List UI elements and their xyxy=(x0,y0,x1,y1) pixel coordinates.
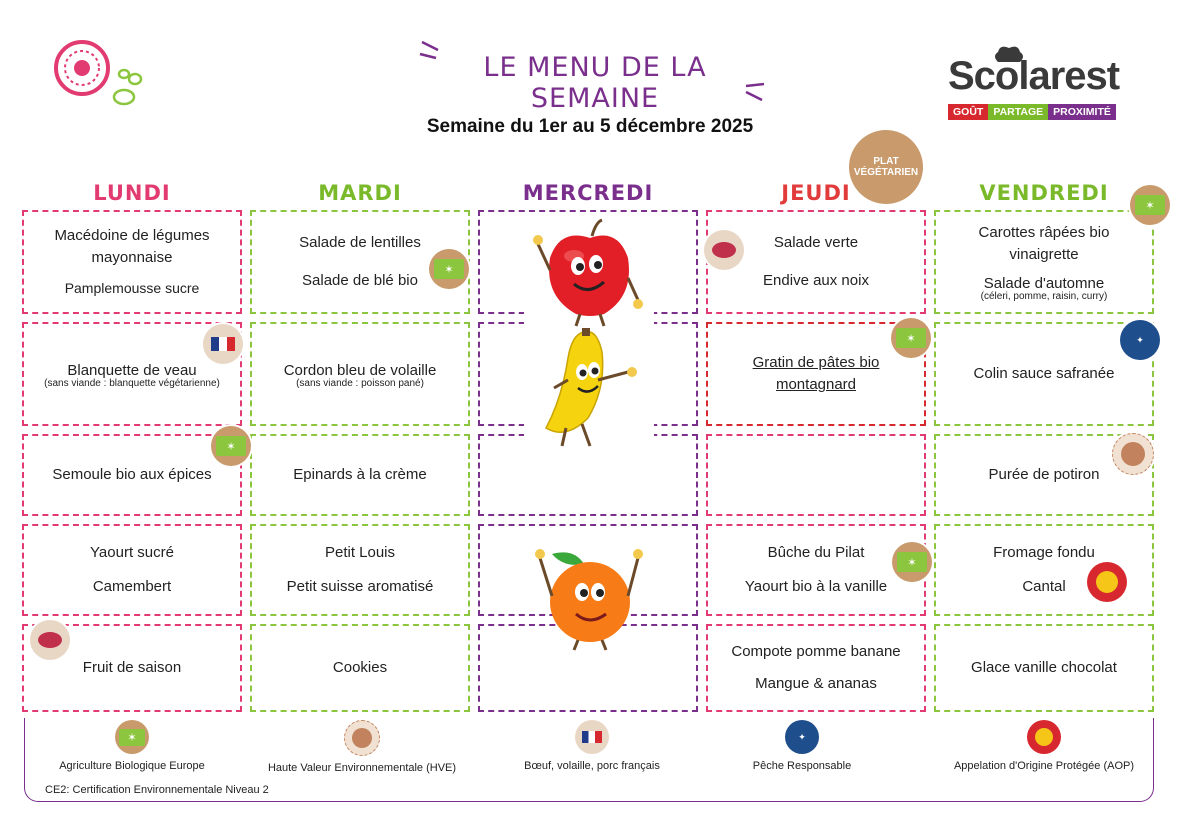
organic-eu-icon: ✶ xyxy=(115,720,149,754)
dish: Endive aux noix xyxy=(763,272,869,289)
menu-cell-mardi-dessert: Cookies xyxy=(250,624,470,712)
legend-item-aop: Appelation d'Origine Protégée (AOP) xyxy=(929,718,1159,772)
tagline-partage: PARTAGE xyxy=(988,104,1049,120)
dish: Camembert xyxy=(92,578,172,595)
organic-eu-icon: ✶ xyxy=(211,426,251,466)
french-origin-icon xyxy=(203,324,243,364)
local-fresh-icon xyxy=(30,620,70,660)
dish: Purée de potiron xyxy=(988,466,1100,483)
local-fresh-icon xyxy=(704,230,744,270)
tagline-proximite: PROXIMITÉ xyxy=(1048,104,1116,120)
menu-cell-mardi-dairy: Petit Louis Petit suisse aromatisé xyxy=(250,524,470,616)
dish: Salade de blé bio xyxy=(302,272,418,289)
legend-item-french: Bœuf, volaille, porc français xyxy=(487,718,697,772)
menu-cell-jeudi-dessert: Compote pomme banane Mangue & ananas xyxy=(706,624,926,712)
dish: Cordon bleu de volaille xyxy=(283,361,437,379)
legend-item-organic: ✶ Agriculture Biologique Europe xyxy=(47,718,217,772)
menu-cell-mardi-starter: Salade de lentilles Salade de blé bio xyxy=(250,210,470,314)
title-spark-right-icon xyxy=(745,82,765,102)
apple-mascot-icon xyxy=(533,218,643,327)
legend-label: Pêche Responsable xyxy=(752,760,852,772)
menu-cell-vendredi-starter: Carottes râpées bio vinaigrette Salade d… xyxy=(934,210,1154,314)
title-spark-left-icon xyxy=(419,40,439,60)
dish: Salade de lentilles xyxy=(299,234,421,251)
menu-cell-lundi-starter: Macédoine de légumes mayonnaise Pamplemo… xyxy=(22,210,242,314)
french-origin-icon xyxy=(575,720,609,754)
legend-note: CE2: Certification Environnementale Nive… xyxy=(45,784,269,796)
page-title: LE MENU DE LA SEMAINE xyxy=(483,52,707,114)
menu-cell-lundi-dessert: Fruit de saison xyxy=(22,624,242,712)
legend-label: Agriculture Biologique Europe xyxy=(59,760,205,772)
organic-eu-icon: ✶ xyxy=(892,542,932,582)
day-header-mardi: MARDI xyxy=(318,181,402,205)
aop-icon xyxy=(1027,720,1061,754)
legend-item-fishing: ✦ Pêche Responsable xyxy=(717,718,887,772)
legend-label: Appelation d'Origine Protégée (AOP) xyxy=(953,760,1135,772)
chef-hat-icon xyxy=(995,46,1023,62)
day-header-lundi: LUNDI xyxy=(93,181,171,205)
dish: Salade d'automne xyxy=(983,274,1105,292)
day-header-jeudi: JEUDI xyxy=(781,181,851,205)
dish: Macédoine de légumes mayonnaise xyxy=(54,226,210,266)
veggie-badge-label: PLAT VÉGÉTARIEN xyxy=(853,156,919,178)
logo-badge-icon xyxy=(54,40,143,106)
dish: Petit Louis xyxy=(324,544,396,561)
dish: Mangue & ananas xyxy=(755,675,877,693)
dish: Colin sauce safranée xyxy=(973,365,1115,382)
menu-cell-mardi-main: Cordon bleu de volaille (sans viande : p… xyxy=(250,322,470,426)
menu-cell-vendredi-dairy: Fromage fondu Cantal xyxy=(934,524,1154,616)
dish-note: (sans viande : blanquette végétarienne) xyxy=(44,377,220,389)
hve-icon xyxy=(344,720,380,756)
menu-cell-vendredi-dessert: Glace vanille chocolat xyxy=(934,624,1154,712)
hve-icon xyxy=(1112,433,1154,475)
brand-tagline: GOÛT PARTAGE PROXIMITÉ xyxy=(948,104,1116,120)
banana-mascot-icon xyxy=(545,328,637,447)
week-range: Semaine du 1er au 5 décembre 2025 xyxy=(426,116,754,137)
dish: Carottes râpées bio vinaigrette xyxy=(978,224,1110,264)
dish: Bûche du Pilat xyxy=(767,544,865,561)
veggie-dish-badge: PLAT VÉGÉTARIEN xyxy=(849,130,923,204)
organic-eu-icon: ✶ xyxy=(429,249,469,289)
dish: Cantal xyxy=(1022,578,1066,595)
menu-cell-jeudi-side xyxy=(706,434,926,516)
dish: Gratin de pâtes bio montagnard xyxy=(752,354,880,393)
dish: Petit suisse aromatisé xyxy=(286,578,434,595)
dish-note: (céleri, pomme, raisin, curry) xyxy=(980,290,1108,302)
legend-label: Bœuf, volaille, porc français xyxy=(524,760,660,772)
menu-cell-lundi-dairy: Yaourt sucré Camembert xyxy=(22,524,242,616)
menu-cell-lundi-side: Semoule bio aux épices xyxy=(22,434,242,516)
responsible-fishing-icon: ✦ xyxy=(785,720,819,754)
legend-label: Haute Valeur Environnementale (HVE) xyxy=(267,762,457,774)
menu-cell-lundi-main: Blanquette de veau (sans viande : blanqu… xyxy=(22,322,242,426)
day-header-vendredi: VENDREDI xyxy=(979,181,1109,205)
dish: Epinards à la crème xyxy=(293,466,427,483)
menu-cell-jeudi-main: Gratin de pâtes bio montagnard xyxy=(706,322,926,426)
dish: Cookies xyxy=(332,659,388,676)
legend-item-hve: Haute Valeur Environnementale (HVE) xyxy=(257,718,467,774)
dish: Yaourt sucré xyxy=(90,544,174,561)
dish: Semoule bio aux épices xyxy=(52,466,212,483)
dish: Fruit de saison xyxy=(82,659,182,676)
dish: Blanquette de veau xyxy=(67,361,197,379)
dish-note: (sans viande : poisson pané) xyxy=(296,377,424,389)
menu-cell-vendredi-main: Colin sauce safranée xyxy=(934,322,1154,426)
dish: Salade verte xyxy=(773,234,859,251)
dish: Glace vanille chocolat xyxy=(971,659,1117,676)
organic-eu-icon: ✶ xyxy=(1130,185,1170,225)
brand-logo: Scolarest xyxy=(948,54,1120,98)
dish: Yaourt bio à la vanille xyxy=(744,578,888,595)
label-legend: ✶ Agriculture Biologique Europe Haute Va… xyxy=(24,718,1154,802)
organic-eu-icon: ✶ xyxy=(891,318,931,358)
tagline-gout: GOÛT xyxy=(948,104,989,120)
orange-mascot-icon xyxy=(535,549,643,651)
dish: Pamplemousse sucre xyxy=(64,280,200,297)
dish: Fromage fondu xyxy=(993,544,1095,561)
menu-cell-mardi-side: Epinards à la crème xyxy=(250,434,470,516)
menu-cell-jeudi-dairy: Bûche du Pilat Yaourt bio à la vanille xyxy=(706,524,926,616)
menu-cell-vendredi-side: Purée de potiron xyxy=(934,434,1154,516)
responsible-fishing-icon: ✦ xyxy=(1120,320,1160,360)
aop-icon xyxy=(1087,562,1127,602)
dish: Compote pomme banane xyxy=(731,642,901,660)
day-header-mercredi: MERCREDI xyxy=(522,181,654,205)
